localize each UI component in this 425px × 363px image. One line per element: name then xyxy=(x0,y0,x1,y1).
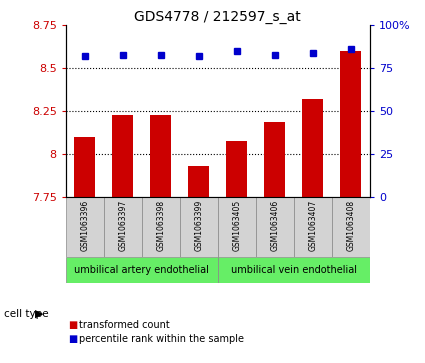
Text: umbilical artery endothelial: umbilical artery endothelial xyxy=(74,265,209,275)
Bar xyxy=(302,99,323,197)
Text: ■: ■ xyxy=(68,334,77,344)
Text: GSM1063408: GSM1063408 xyxy=(346,200,355,251)
Bar xyxy=(104,197,142,257)
Text: GSM1063398: GSM1063398 xyxy=(156,200,165,251)
Text: GSM1063407: GSM1063407 xyxy=(308,200,317,252)
Text: GSM1063399: GSM1063399 xyxy=(194,200,203,252)
Bar xyxy=(218,257,370,283)
Bar xyxy=(218,197,256,257)
Text: ▶: ▶ xyxy=(35,309,43,319)
Text: GSM1063396: GSM1063396 xyxy=(80,200,89,252)
Bar xyxy=(112,115,133,197)
Text: umbilical vein endothelial: umbilical vein endothelial xyxy=(231,265,357,275)
Text: cell type: cell type xyxy=(4,309,49,319)
Bar xyxy=(227,140,247,197)
Bar xyxy=(256,197,294,257)
Title: GDS4778 / 212597_s_at: GDS4778 / 212597_s_at xyxy=(134,11,301,24)
Bar xyxy=(66,197,104,257)
Text: GSM1063406: GSM1063406 xyxy=(270,200,279,252)
Bar xyxy=(150,115,171,197)
Bar xyxy=(180,197,218,257)
Text: GSM1063405: GSM1063405 xyxy=(232,200,241,252)
Bar xyxy=(340,51,361,197)
Text: GSM1063397: GSM1063397 xyxy=(118,200,127,252)
Bar xyxy=(66,257,218,283)
Bar xyxy=(142,197,180,257)
Bar xyxy=(332,197,370,257)
Text: ■: ■ xyxy=(68,320,77,330)
Bar xyxy=(188,166,209,197)
Bar xyxy=(294,197,332,257)
Bar xyxy=(74,137,95,197)
Text: transformed count: transformed count xyxy=(79,320,170,330)
Text: percentile rank within the sample: percentile rank within the sample xyxy=(79,334,244,344)
Bar xyxy=(264,122,285,197)
